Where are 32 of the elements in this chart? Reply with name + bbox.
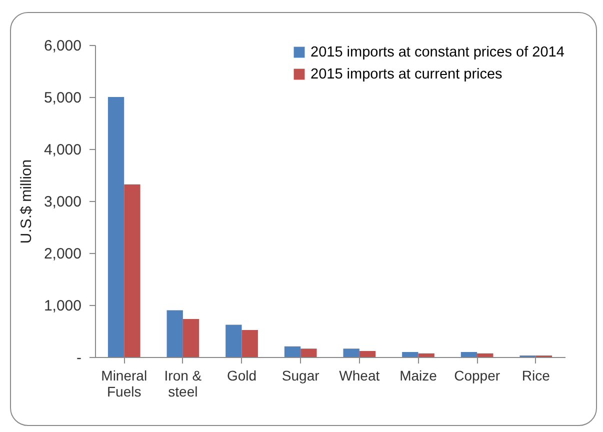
x-tick-label: Sugar <box>282 368 320 384</box>
bar <box>460 352 478 357</box>
bar <box>108 97 124 357</box>
legend-label: 2015 imports at current prices <box>310 66 502 82</box>
y-tick-label: 1,000 <box>44 298 82 314</box>
y-tick-label: 3,000 <box>44 194 82 210</box>
x-tick-label: Iron & steel <box>164 368 202 400</box>
y-tick-label: 2,000 <box>44 246 82 262</box>
x-tick-label: Wheat <box>339 368 380 384</box>
bar <box>242 330 258 357</box>
y-tick-label: 6,000 <box>44 38 82 54</box>
x-tick-label: Mineral Fuels <box>101 368 148 400</box>
bar <box>284 346 301 357</box>
x-tick-label: Gold <box>226 368 257 384</box>
y-tick-label: - <box>76 350 82 366</box>
x-tick-label: Rice <box>522 368 550 384</box>
bar <box>418 353 434 357</box>
bar <box>359 351 376 357</box>
x-tick-label: Maize <box>400 368 438 384</box>
bar <box>166 310 183 357</box>
bar <box>182 319 200 357</box>
bar <box>300 348 317 357</box>
bar <box>402 352 418 357</box>
legend-label: 2015 imports at constant prices of 2014 <box>310 44 564 60</box>
bar <box>477 353 494 357</box>
x-tick-label: Copper <box>454 368 500 384</box>
y-tick-label: 4,000 <box>44 142 82 158</box>
y-tick-label: 5,000 <box>44 90 82 106</box>
bar <box>343 348 360 357</box>
bar <box>124 184 140 357</box>
y-axis-title: U.S.$ million <box>18 159 35 244</box>
bar <box>226 324 242 357</box>
